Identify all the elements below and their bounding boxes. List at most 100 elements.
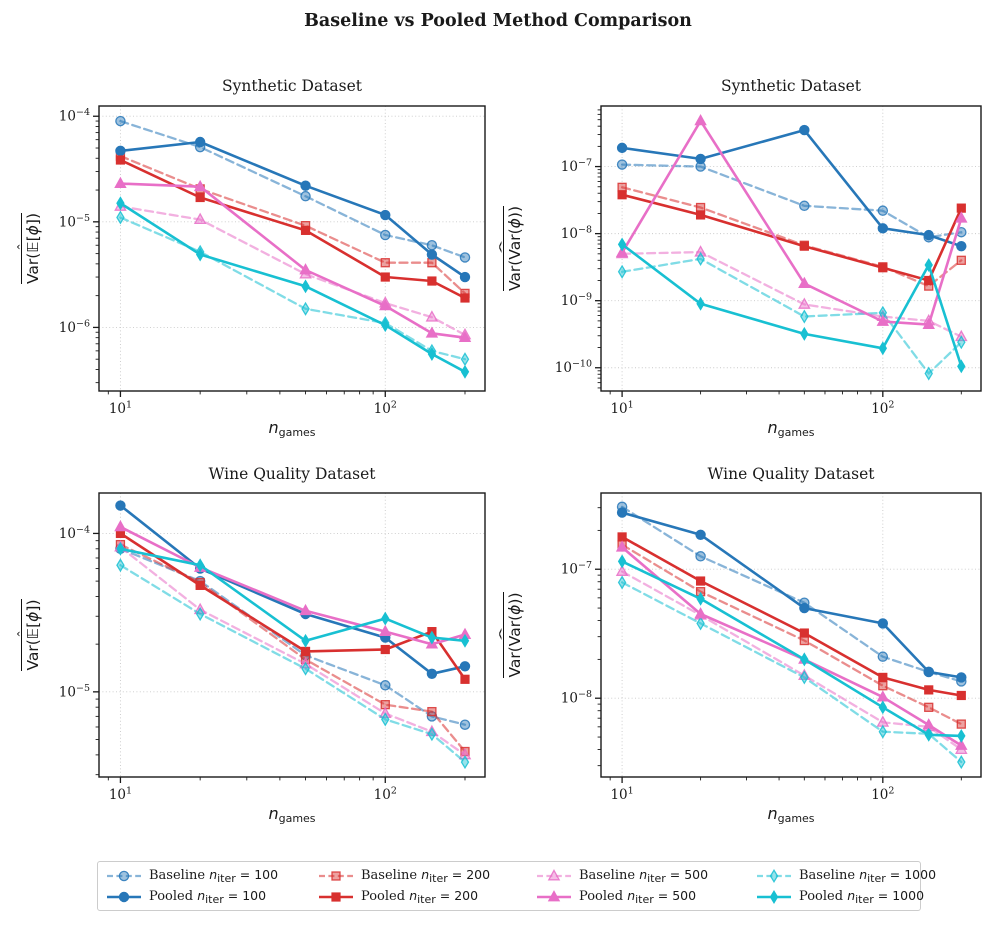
series-line	[119, 564, 467, 764]
y-tick-label: 10−8	[561, 225, 592, 243]
chart-0-series-baseline-200	[115, 151, 470, 299]
data-point-marker	[458, 747, 472, 760]
series-line	[119, 158, 467, 300]
data-point-marker	[116, 210, 125, 225]
chart-2-series-baseline-1000	[116, 558, 470, 770]
chart-1-y-axis: 10−7 10−8 10−9 10−10	[555, 109, 601, 389]
y-tick-label: 10−7	[561, 158, 592, 176]
series-line	[119, 547, 467, 726]
data-point-marker	[381, 712, 390, 727]
legend-marker	[769, 889, 779, 904]
data-point-marker	[617, 237, 627, 252]
x-tick-label: 101	[610, 400, 633, 418]
data-point-marker	[799, 241, 809, 251]
data-point-marker	[617, 532, 627, 542]
data-point-marker	[696, 296, 705, 311]
chart-1-series-pooled-1000	[617, 237, 966, 374]
data-point-marker	[800, 652, 809, 667]
data-point-marker	[301, 301, 310, 316]
data-point-marker	[115, 145, 126, 157]
x-tick-label: 102	[374, 400, 397, 418]
chart-2-series-pooled-100	[115, 500, 471, 679]
legend-marker	[547, 868, 561, 880]
data-point-marker	[615, 540, 629, 552]
data-point-marker	[458, 330, 472, 343]
data-point-marker	[878, 341, 888, 356]
legend-label: Pooled niter = 100	[149, 887, 267, 906]
data-point-marker	[114, 520, 127, 532]
legend-marker	[331, 870, 341, 881]
data-point-marker	[878, 263, 888, 273]
data-point-marker	[460, 633, 470, 648]
chart-title-bottom-left: Wine Quality Dataset	[208, 465, 376, 483]
data-point-marker	[460, 364, 470, 379]
legend-item-baseline-200: Baseline niter = 200	[318, 867, 536, 885]
data-point-marker	[615, 564, 629, 576]
legend-sample-square-icon	[319, 870, 353, 881]
chart-3-series-pooled-1000	[617, 554, 966, 743]
plot-frame	[600, 105, 982, 392]
data-point-marker	[955, 211, 968, 223]
chart-1-grid	[601, 106, 981, 391]
data-point-marker	[923, 666, 934, 678]
data-point-marker	[617, 554, 627, 569]
data-point-marker	[427, 630, 437, 645]
data-point-marker	[114, 176, 127, 189]
data-point-marker	[877, 651, 889, 662]
data-point-marker	[877, 205, 889, 216]
series-line	[119, 154, 467, 295]
data-point-marker	[380, 258, 390, 268]
data-point-marker	[878, 724, 888, 739]
plot-frame	[600, 492, 982, 778]
chart-title-bottom-right: Wine Quality Dataset	[707, 465, 875, 483]
data-point-marker	[425, 326, 439, 338]
data-point-marker	[956, 719, 966, 729]
data-point-marker	[380, 272, 390, 282]
data-point-marker	[956, 672, 967, 683]
data-point-marker	[923, 229, 934, 241]
data-point-marker	[425, 310, 439, 322]
data-point-marker	[380, 229, 391, 241]
chart-3-series-baseline-1000	[617, 575, 966, 770]
data-point-marker	[299, 603, 312, 616]
chart-title-top-right: Synthetic Dataset	[720, 77, 862, 95]
x-tick-label: 101	[109, 786, 132, 804]
data-point-marker	[956, 690, 966, 701]
chart-0-series-pooled-100	[115, 136, 471, 283]
chart-1-series-baseline-200	[617, 182, 966, 291]
data-point-marker	[380, 209, 391, 221]
data-point-marker	[957, 335, 966, 350]
data-point-marker	[957, 728, 966, 743]
chart-2-series-pooled-500	[114, 520, 472, 649]
series-line	[620, 128, 963, 248]
series-line	[620, 243, 963, 368]
data-point-marker	[194, 136, 206, 148]
y-axis-label-chart-2: Var(ˆ 𝔼[ϕ])	[16, 599, 43, 671]
chart-1-series-baseline-1000	[617, 251, 966, 381]
chart-2-x-axis: 101 102	[107, 777, 466, 804]
data-point-marker	[878, 681, 888, 691]
data-point-marker	[300, 190, 311, 202]
series-line	[620, 560, 963, 738]
x-axis-label-chart-1: ngames	[767, 418, 815, 439]
chart-1-series-pooled-500	[615, 114, 968, 329]
chart-3-x-axis: 101 102	[609, 777, 962, 803]
data-point-marker	[116, 541, 125, 556]
data-point-marker	[426, 240, 438, 251]
data-point-marker	[195, 192, 205, 203]
data-point-marker	[957, 754, 966, 770]
data-point-marker	[116, 558, 125, 573]
data-point-marker	[799, 124, 810, 136]
legend-sample-circle-icon	[107, 870, 141, 881]
data-point-marker	[694, 245, 707, 257]
data-point-marker	[379, 299, 392, 311]
data-point-marker	[799, 200, 810, 212]
legend-sample-diamond-icon	[757, 868, 791, 883]
data-point-marker	[460, 352, 470, 367]
series-line	[620, 119, 963, 326]
data-point-marker	[195, 580, 205, 590]
data-point-marker	[459, 271, 471, 283]
y-axis-label-chart-1: Var(ˆ Var(ϕ))	[498, 206, 525, 292]
